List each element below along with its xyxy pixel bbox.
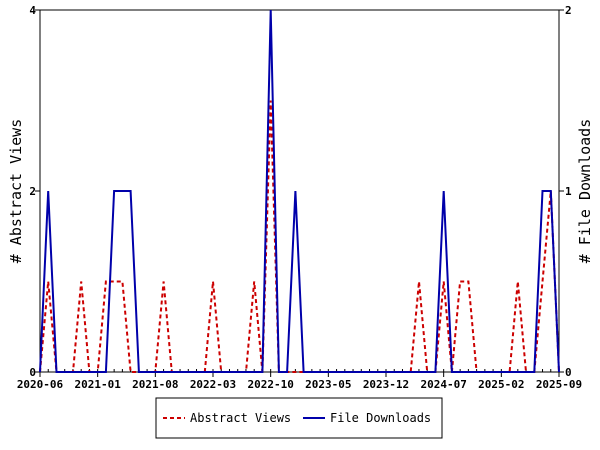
x-axis: 2020-06 2021-01 2021-08 2022-03 2022-10 2023-… xyxy=(17,369,582,391)
legend-label-abstract-views: Abstract Views xyxy=(190,411,291,425)
x-tick-label: 2022-10 xyxy=(247,378,293,391)
legend: Abstract Views File Downloads xyxy=(155,397,443,439)
y-right-tick-label: 2 xyxy=(565,4,572,17)
y-axis-right-label: # File Downloads xyxy=(576,119,594,264)
x-tick-label: 2020-06 xyxy=(17,378,64,391)
x-tick-label: 2021-01 xyxy=(74,378,121,391)
legend-label-file-downloads: File Downloads xyxy=(330,411,431,425)
series-abstract-views xyxy=(39,100,560,373)
x-tick-label: 2025-02 xyxy=(478,378,524,391)
y-left-tick-label: 4 xyxy=(29,4,36,17)
y-axis-right: 0 1 2 xyxy=(559,4,572,379)
legend-box xyxy=(155,397,443,439)
y-right-tick-label: 0 xyxy=(565,366,572,379)
x-tick-label: 2025-09 xyxy=(536,378,582,391)
y-right-tick-label: 1 xyxy=(565,185,572,198)
y-axis-left: 0 2 4 xyxy=(29,4,40,379)
y-left-tick-label: 2 xyxy=(29,185,36,198)
y-axis-left-label: # Abstract Views xyxy=(7,119,25,264)
series-file-downloads xyxy=(39,9,560,373)
x-tick-label: 2023-12 xyxy=(363,378,409,391)
series-layer xyxy=(39,9,560,373)
x-tick-label: 2021-08 xyxy=(132,378,178,391)
x-tick-label: 2022-03 xyxy=(190,378,236,391)
x-tick-label: 2023-05 xyxy=(305,378,351,391)
x-tick-label: 2024-07 xyxy=(420,378,466,391)
y-left-tick-label: 0 xyxy=(29,366,36,379)
